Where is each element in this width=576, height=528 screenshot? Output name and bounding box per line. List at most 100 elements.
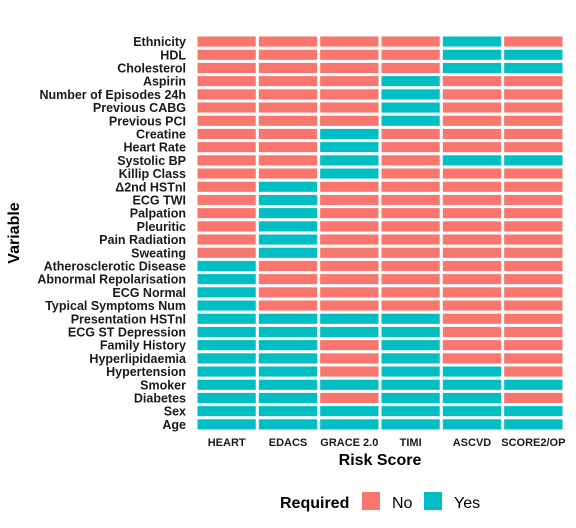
heatmap-cell <box>439 152 505 169</box>
heatmap-cell <box>378 46 443 63</box>
heatmap-cell <box>378 191 443 209</box>
legend-key-no <box>362 492 380 510</box>
heatmap-cell <box>255 112 321 129</box>
heatmap-cell <box>439 310 505 327</box>
heatmap-cell <box>255 363 321 380</box>
heatmap-cell <box>501 125 566 143</box>
heatmap-cell <box>194 231 259 248</box>
heatmap-cell <box>317 125 382 143</box>
heatmap-cell <box>378 178 443 195</box>
heatmap-cell <box>194 389 259 407</box>
heatmap-cell <box>194 46 259 63</box>
heatmap-cells <box>194 33 566 433</box>
heatmap-cell <box>317 376 382 393</box>
heatmap-cell <box>439 363 505 380</box>
heatmap-cell <box>255 139 321 156</box>
heatmap-cell <box>501 112 566 129</box>
heatmap-cell <box>317 205 382 222</box>
heatmap-cell <box>194 363 259 380</box>
heatmap-cell <box>439 389 505 407</box>
y-tick-label: Systolic BP <box>117 154 186 168</box>
heatmap-cell <box>501 337 566 354</box>
heatmap-cell <box>317 178 382 195</box>
heatmap-cell <box>194 99 259 116</box>
heatmap-cell <box>439 191 505 209</box>
heatmap-cell <box>439 218 505 235</box>
heatmap-cell <box>501 191 566 209</box>
x-tick-label: ASCVD <box>453 437 492 449</box>
heatmap-cell <box>501 363 566 380</box>
heatmap-cell <box>194 73 259 90</box>
heatmap-cell <box>501 297 566 314</box>
heatmap-cell <box>255 152 321 169</box>
heatmap-cell <box>255 244 321 261</box>
heatmap-cell <box>439 165 505 182</box>
heatmap-cell <box>317 112 382 129</box>
heatmap-cell <box>378 297 443 314</box>
heatmap-cell <box>255 297 321 314</box>
heatmap-cell <box>378 218 443 235</box>
heatmap-cell <box>194 218 259 235</box>
y-tick-label: Killip Class <box>119 167 186 181</box>
heatmap-cell <box>317 139 382 156</box>
heatmap-cell <box>501 46 566 63</box>
legend-label-no: No <box>392 495 413 512</box>
heatmap-cell <box>501 178 566 195</box>
heatmap-cell <box>194 310 259 327</box>
heatmap-cell <box>255 337 321 354</box>
heatmap-cell <box>439 350 505 367</box>
heatmap-cell <box>378 33 443 50</box>
heatmap-cell <box>317 73 382 90</box>
heatmap-cell <box>194 297 259 314</box>
y-tick-label: Hypertension <box>106 365 186 379</box>
heatmap-cell <box>439 416 505 433</box>
heatmap-cell <box>255 257 321 275</box>
heatmap-cell <box>501 59 566 77</box>
heatmap-cell <box>194 191 259 209</box>
heatmap-cell <box>317 152 382 169</box>
heatmap-cell <box>501 389 566 407</box>
y-tick-label: Atherosclerotic Disease <box>44 260 186 274</box>
heatmap-cell <box>194 257 259 275</box>
heatmap-cell <box>439 112 505 129</box>
y-tick-label: Pain Radiation <box>99 233 186 247</box>
heatmap-cell <box>317 337 382 354</box>
x-tick-label: HEART <box>208 437 246 449</box>
heatmap-cell <box>439 59 505 77</box>
heatmap-cell <box>194 112 259 129</box>
heatmap-cell <box>194 244 259 261</box>
y-tick-label: Previous PCI <box>109 114 186 128</box>
heatmap-cell <box>439 257 505 275</box>
heatmap-cell <box>378 310 443 327</box>
heatmap-cell <box>194 350 259 367</box>
heatmap-cell <box>378 231 443 248</box>
x-tick-label: SCORE2/OP <box>501 437 565 449</box>
y-tick-label: Palpation <box>130 207 186 221</box>
heatmap-cell <box>255 205 321 222</box>
y-tick-label: ECG ST Depression <box>68 326 186 340</box>
heatmap-cell <box>194 86 259 103</box>
heatmap-cell <box>194 205 259 222</box>
heatmap-cell <box>194 152 259 169</box>
heatmap-cell <box>378 244 443 261</box>
heatmap-cell <box>501 244 566 261</box>
heatmap-cell <box>501 99 566 116</box>
y-tick-label: Diabetes <box>134 392 186 406</box>
y-tick-label: Number of Episodes 24h <box>39 88 186 102</box>
heatmap-cell <box>317 403 382 420</box>
heatmap-cell <box>317 297 382 314</box>
y-tick-label: Δ2nd HSTnl <box>115 180 186 194</box>
heatmap-cell <box>439 231 505 248</box>
y-tick-label: Family History <box>100 339 186 353</box>
heatmap-cell <box>317 350 382 367</box>
y-tick-label: ECG TWI <box>133 194 186 208</box>
heatmap-cell <box>255 389 321 407</box>
heatmap-cell <box>317 218 382 235</box>
heatmap-cell <box>378 284 443 301</box>
heatmap-cell <box>317 46 382 63</box>
heatmap-cell <box>255 403 321 420</box>
heatmap-cell <box>501 218 566 235</box>
heatmap-cell <box>317 363 382 380</box>
y-tick-label: Ethnicity <box>133 35 186 49</box>
heatmap-cell <box>501 231 566 248</box>
